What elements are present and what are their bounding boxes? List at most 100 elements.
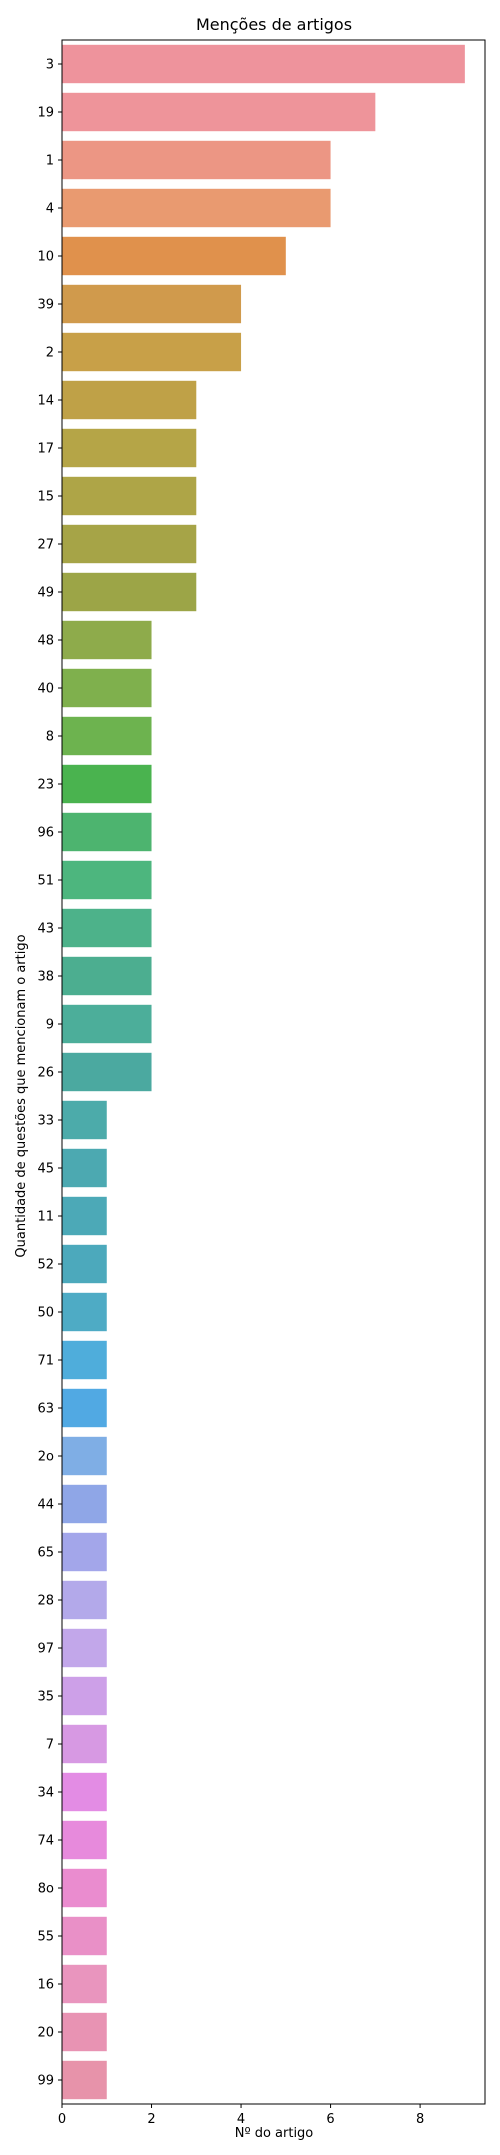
x-axis-label: Nº do artigo [235,2126,314,2141]
y-tick-label: 14 [37,394,54,409]
bar-49 [62,572,197,612]
y-tick-label: 65 [37,1546,54,1561]
y-tick-label: 34 [37,1786,54,1801]
bar-28 [62,1580,107,1620]
y-tick-label: 9 [46,1018,54,1033]
bar-14 [62,380,197,420]
bar-8 [62,716,152,756]
y-tick-label: 40 [37,682,54,697]
bar-11 [62,1196,107,1236]
y-tick-label: 33 [37,1114,54,1129]
y-tick-label: 48 [37,634,54,649]
bar-63 [62,1388,107,1428]
y-tick-label: 16 [37,1978,54,1993]
y-tick-label: 51 [37,874,54,889]
y-tick-label: 11 [37,1210,54,1225]
bar-2 [62,332,242,372]
y-tick-label: 63 [37,1402,54,1417]
bar-26 [62,1052,152,1092]
y-tick-label: 43 [37,922,54,937]
x-tick-label: 8 [416,2112,424,2127]
y-tick-label: 17 [37,442,54,457]
bar-97 [62,1628,107,1668]
bar-39 [62,284,242,324]
y-tick-label: 49 [37,586,54,601]
bar-27 [62,524,197,564]
y-tick-label: 27 [37,538,54,553]
y-tick-label: 20 [37,2026,54,2041]
y-tick-label: 2 [46,346,54,361]
x-tick-label: 2 [147,2112,155,2127]
bar-20 [62,2012,107,2052]
bar-40 [62,668,152,708]
bar-45 [62,1148,107,1188]
bar-74 [62,1820,107,1860]
bar-96 [62,812,152,852]
bar-17 [62,428,197,468]
bar-43 [62,908,152,948]
y-tick-label: 15 [37,490,54,505]
bar-7 [62,1724,107,1764]
y-tick-label: 38 [37,970,54,985]
y-tick-label: 19 [37,106,54,121]
bar-34 [62,1772,107,1812]
x-tick-label: 4 [237,2112,245,2127]
bar-65 [62,1532,107,1572]
bar-55 [62,1916,107,1956]
bar-19 [62,92,376,132]
bar-35 [62,1676,107,1716]
bar-4 [62,188,331,228]
bar-71 [62,1340,107,1380]
y-tick-label: 10 [37,250,54,265]
y-tick-label: 96 [37,826,54,841]
bar-38 [62,956,152,996]
plot-frame [61,39,486,2105]
bar-99 [62,2060,107,2100]
y-tick-label: 4 [46,202,54,217]
y-tick-label: 99 [37,2074,54,2089]
chart-title: Menções de artigos [196,15,352,34]
bar-50 [62,1292,107,1332]
y-tick-label: 55 [37,1930,54,1945]
bar-48 [62,620,152,660]
y-tick-label: 7 [46,1738,54,1753]
y-tick-label: 3 [46,58,54,73]
y-tick-label: 28 [37,1594,54,1609]
bar-10 [62,236,286,276]
y-tick-label: 50 [37,1306,54,1321]
bar-15 [62,476,197,516]
y-tick-label: 74 [37,1834,54,1849]
y-tick-label: 71 [37,1354,54,1369]
y-tick-label: 2o [38,1450,54,1465]
y-tick-label: 45 [37,1162,54,1177]
bar-8o [62,1868,107,1908]
y-tick-label: 39 [37,298,54,313]
bars-group [62,44,465,2100]
y-tick-label: 44 [37,1498,54,1513]
bar-23 [62,764,152,804]
bar-2o [62,1436,107,1476]
y-tick-label: 1 [46,154,54,169]
y-tick-label: 35 [37,1690,54,1705]
x-tick-label: 0 [58,2112,66,2127]
y-tick-label: 8o [38,1882,54,1897]
y-axis-ticks: 3191410392141715274948408239651433892633… [37,58,62,2089]
bar-16 [62,1964,107,2004]
bar-3 [62,44,465,84]
y-axis-label: Quantidade de questões que mencionam o a… [14,934,29,1257]
bar-9 [62,1004,152,1044]
y-tick-label: 52 [37,1258,54,1273]
bar-52 [62,1244,107,1284]
y-tick-label: 97 [37,1642,54,1657]
x-axis-ticks: 0 2 4 6 8 [58,2104,424,2127]
bar-1 [62,140,331,180]
y-tick-label: 23 [37,778,54,793]
x-tick-label: 6 [326,2112,334,2127]
y-tick-label: 8 [46,730,54,745]
bar-44 [62,1484,107,1524]
bar-51 [62,860,152,900]
y-tick-label: 26 [37,1066,54,1081]
bar-33 [62,1100,107,1140]
